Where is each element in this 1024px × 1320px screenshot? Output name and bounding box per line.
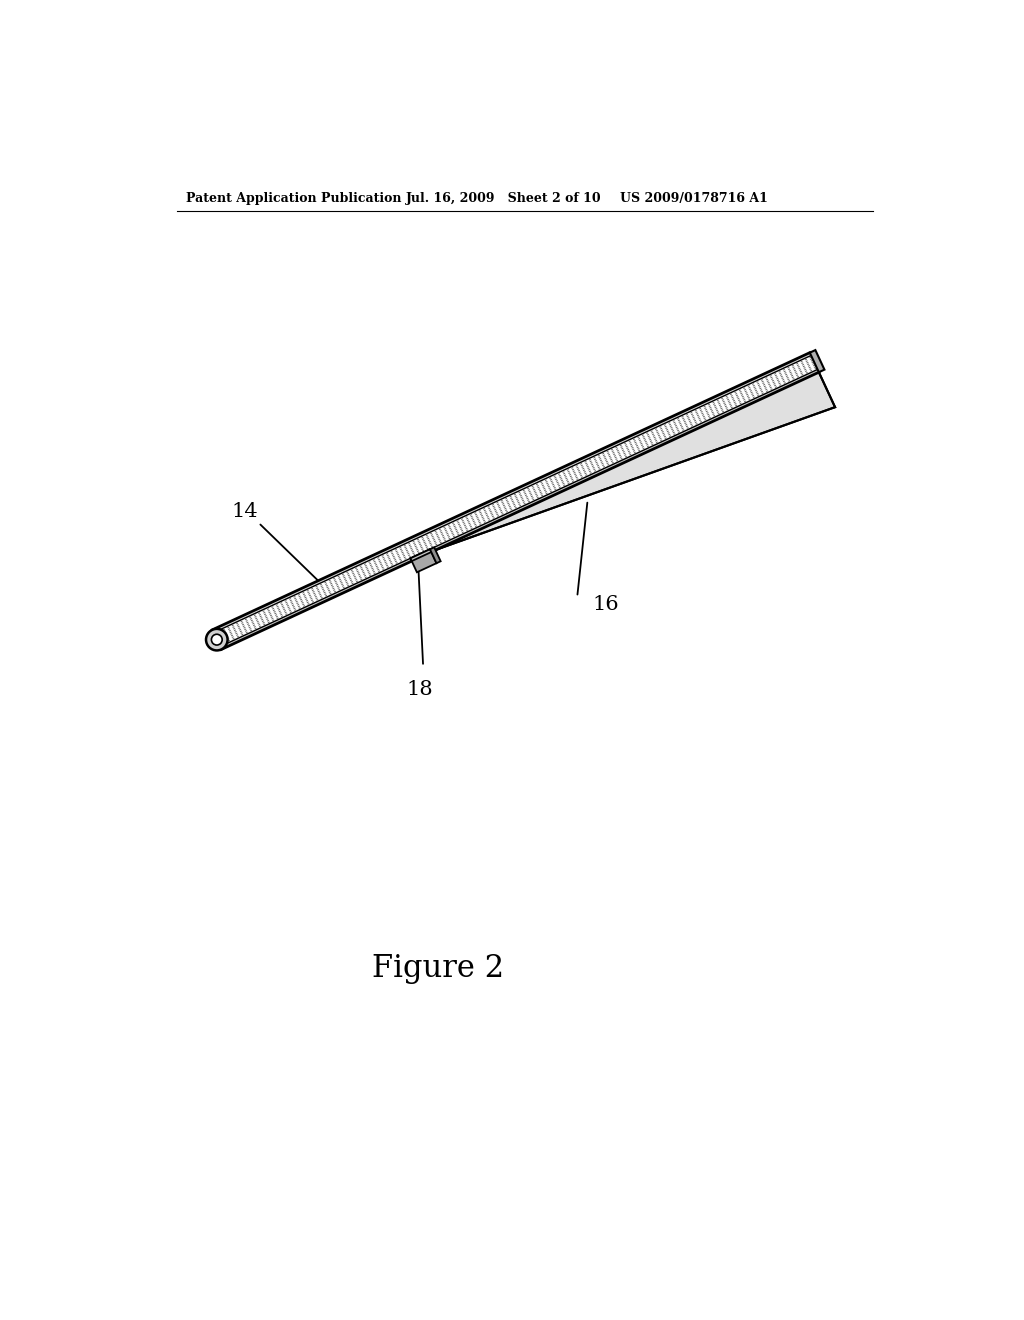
Text: Figure 2: Figure 2 bbox=[373, 953, 505, 983]
Polygon shape bbox=[212, 352, 811, 632]
Polygon shape bbox=[421, 371, 835, 556]
Polygon shape bbox=[430, 548, 440, 564]
Polygon shape bbox=[411, 549, 431, 561]
Circle shape bbox=[206, 628, 227, 651]
Text: Jul. 16, 2009   Sheet 2 of 10: Jul. 16, 2009 Sheet 2 of 10 bbox=[407, 191, 602, 205]
Text: US 2009/0178716 A1: US 2009/0178716 A1 bbox=[621, 191, 768, 205]
Polygon shape bbox=[411, 549, 436, 573]
Polygon shape bbox=[214, 355, 817, 647]
Text: 14: 14 bbox=[231, 502, 258, 520]
Text: 16: 16 bbox=[592, 595, 618, 615]
Circle shape bbox=[211, 635, 222, 645]
Text: Patent Application Publication: Patent Application Publication bbox=[186, 191, 401, 205]
Text: 18: 18 bbox=[406, 680, 432, 700]
Polygon shape bbox=[810, 350, 824, 372]
Polygon shape bbox=[220, 370, 819, 649]
